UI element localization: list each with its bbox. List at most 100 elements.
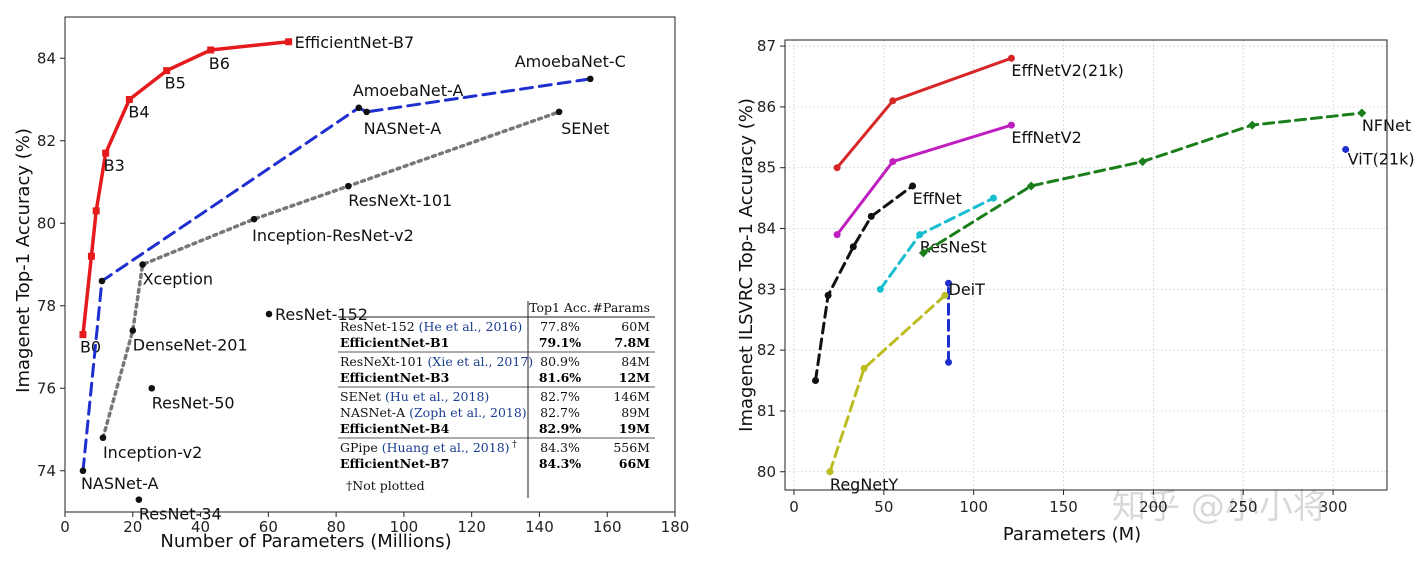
data-point-effnetv2 bbox=[833, 231, 841, 239]
point-label-resnext-101: ResNeXt-101 bbox=[348, 191, 452, 210]
data-point-other bbox=[135, 496, 143, 503]
data-point-hand-designed bbox=[129, 327, 137, 334]
data-point-effnetv2 bbox=[889, 158, 897, 166]
y-tick-label: 84 bbox=[37, 49, 56, 67]
table-params-value: 146M bbox=[613, 389, 650, 404]
data-point-vit-21k bbox=[1342, 145, 1350, 153]
data-point-effnet bbox=[824, 291, 832, 299]
data-point-hand-designed bbox=[345, 182, 352, 190]
data-point-deit bbox=[945, 358, 953, 366]
data-point-nfnet bbox=[1247, 120, 1257, 130]
efficientnet-chart: 0 20 40 60 80 100 120 140 160 180 74 76 78 80 82 84 Numb… bbox=[13, 16, 690, 552]
y-tick-label: 84 bbox=[757, 220, 776, 238]
data-point-nas-family bbox=[79, 467, 87, 475]
x-tick-label: 0 bbox=[60, 518, 70, 536]
table-params-value: 84M bbox=[621, 354, 650, 369]
point-label-b5: B5 bbox=[165, 74, 186, 93]
table-params-value: 556M bbox=[613, 440, 650, 455]
point-label-inception-v2: Inception-v2 bbox=[103, 443, 202, 462]
series-line-regnety bbox=[828, 293, 947, 474]
x-tick-label: 150 bbox=[1049, 498, 1078, 516]
x-axis-label: Number of Parameters (Millions) bbox=[160, 531, 451, 552]
y-tick-label: 78 bbox=[37, 297, 56, 315]
point-label-b6: B6 bbox=[209, 54, 230, 73]
series-line-hand-designed bbox=[101, 110, 561, 440]
x-axis-label: Parameters (M) bbox=[1003, 524, 1141, 545]
data-point-nfnet bbox=[1138, 157, 1148, 167]
data-point-resnest bbox=[876, 285, 884, 293]
series-line-effnetv2 bbox=[835, 123, 1013, 237]
x-tick-label: 180 bbox=[661, 518, 690, 536]
series-label-effnetv2-21k: EffNetV2(21k) bbox=[1011, 61, 1123, 80]
series-line-nfnet bbox=[921, 111, 1364, 255]
data-point-regnety bbox=[826, 468, 834, 476]
data-point-nas-family bbox=[363, 108, 370, 116]
table-model-name: ResNet-152 bbox=[340, 319, 415, 334]
y-tick-label: 81 bbox=[757, 402, 776, 420]
table-model-name: EfficientNet-B3 bbox=[340, 370, 449, 385]
data-point-effnetv2-21k bbox=[833, 164, 841, 172]
table-citation: (Zoph et al., 2018) bbox=[405, 405, 527, 420]
data-point-effnet bbox=[849, 243, 857, 251]
point-label-efficientnet-b7: EfficientNet-B7 bbox=[295, 33, 415, 52]
point-label-b3: B3 bbox=[104, 156, 125, 175]
table-model-name: NASNet-A bbox=[340, 405, 406, 420]
data-point-effnetv2-21k bbox=[889, 97, 897, 105]
y-tick-label: 85 bbox=[757, 159, 776, 177]
data-point-nfnet bbox=[1026, 181, 1036, 191]
table-model-name: EfficientNet-B4 bbox=[340, 421, 450, 436]
data-point-efficientnet bbox=[92, 207, 100, 215]
point-label-resnet-34: ResNet-34 bbox=[139, 505, 222, 524]
table-row-name: EfficientNet-B1 bbox=[340, 335, 449, 350]
y-tick-label: 83 bbox=[757, 280, 776, 298]
data-point-nfnet bbox=[1357, 108, 1367, 118]
series-label-nfnet: NFNet bbox=[1362, 116, 1411, 135]
series-label-resnest: ResNeSt bbox=[920, 238, 987, 257]
table-acc-value: 77.8% bbox=[540, 319, 580, 334]
table-model-name: EfficientNet-B1 bbox=[340, 335, 449, 350]
data-point-resnest bbox=[916, 231, 924, 239]
data-point-effnet bbox=[812, 377, 820, 385]
table-acc-value: 80.9% bbox=[540, 354, 580, 369]
y-axis-label: Imagenet ILSVRC Top-1 Accuracy (%) bbox=[736, 98, 757, 432]
data-point-efficientnet bbox=[207, 46, 215, 54]
data-point-regnety bbox=[860, 364, 868, 372]
x-tick-label: 50 bbox=[874, 498, 893, 516]
point-label-amoebanet-c: AmoebaNet-C bbox=[515, 52, 626, 71]
series-label-regnety: RegNetY bbox=[830, 475, 898, 494]
table-row-name: EfficientNet-B3 bbox=[340, 370, 449, 385]
table-acc-value: 81.6% bbox=[539, 370, 581, 385]
data-point-other bbox=[148, 384, 156, 392]
x-tick-label: 80 bbox=[327, 518, 346, 536]
point-label-nasnet-a: NASNet-A bbox=[364, 119, 442, 138]
series-line-effnet bbox=[814, 184, 915, 382]
table-citation: (Xie et al., 2017) bbox=[424, 354, 534, 369]
data-point-efficientnet bbox=[87, 252, 95, 260]
table-row-name: NASNet-A (Zoph et al., 2018) bbox=[340, 405, 527, 420]
data-point-effnet bbox=[909, 182, 917, 190]
table-acc-value: 82.9% bbox=[539, 421, 581, 436]
data-point-efficientnet bbox=[125, 96, 133, 103]
data-point-deit bbox=[945, 279, 953, 287]
data-point-other bbox=[265, 310, 273, 318]
table-row-name: EfficientNet-B7 bbox=[340, 456, 449, 471]
data-point-hand-designed bbox=[555, 108, 563, 116]
x-tick-label: 40 bbox=[191, 518, 210, 536]
table-model-name: SENet bbox=[340, 389, 381, 404]
x-tick-label: 0 bbox=[789, 498, 799, 516]
table-params-value: 89M bbox=[621, 405, 650, 420]
x-tick-label: 250 bbox=[1229, 498, 1258, 516]
x-tick-label: 20 bbox=[123, 518, 142, 536]
table-row-name: ResNet-152 (He et al., 2016) bbox=[340, 319, 522, 334]
x-tick-label: 300 bbox=[1319, 498, 1348, 516]
point-label-b4: B4 bbox=[128, 103, 149, 122]
table-acc-value: 84.3% bbox=[539, 456, 581, 471]
series-label-effnet: EffNet bbox=[913, 189, 962, 208]
data-point-regnety bbox=[941, 291, 949, 299]
x-tick-label: 100 bbox=[390, 518, 419, 536]
data-point-nas-family bbox=[98, 277, 106, 285]
table-model-name: GPipe bbox=[340, 440, 378, 455]
data-point-resnest bbox=[989, 194, 997, 202]
y-tick-label: 82 bbox=[757, 341, 776, 359]
